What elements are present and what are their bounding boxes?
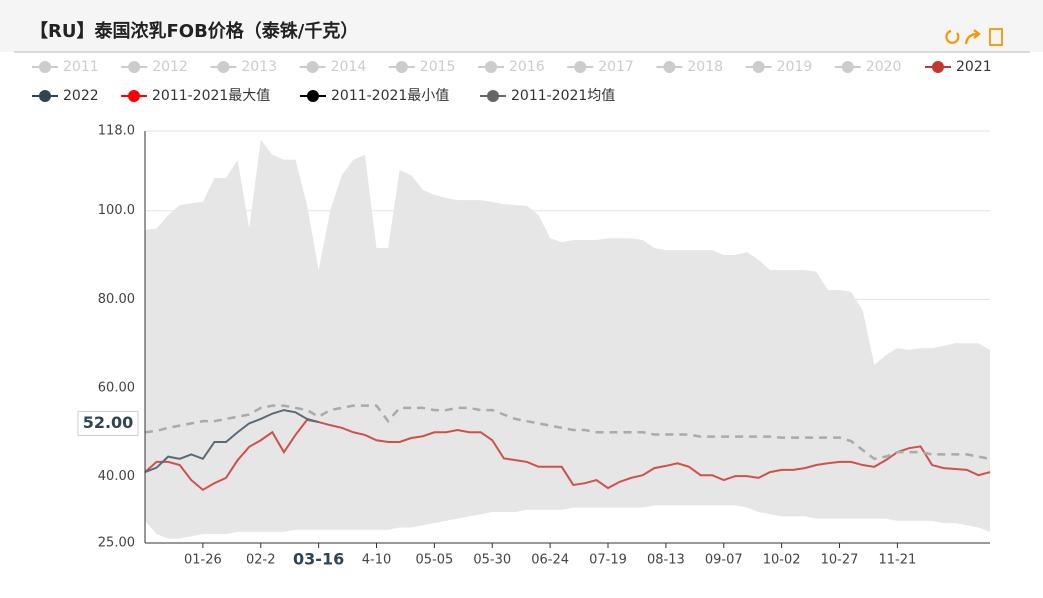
legend-label: 2021	[956, 59, 992, 75]
legend-marker	[306, 61, 319, 73]
legend-label: 2011-2021最小值	[331, 88, 449, 104]
legend-label: 2022	[63, 88, 99, 104]
y-pointer-label: 52.00	[83, 413, 134, 432]
legend-marker	[841, 61, 854, 73]
share-icon[interactable]	[964, 29, 981, 45]
legend-label: 2011-2021最大值	[152, 88, 270, 104]
y-tick-label: 60.00	[98, 380, 135, 395]
legend-marker	[487, 90, 499, 102]
legend-label: 2012	[152, 59, 188, 75]
chart-title: 【RU】泰国浓乳FOB价格（泰铢/千克）	[30, 20, 358, 42]
x-tick-label: 02-2	[246, 553, 276, 568]
x-tick-label: 4-10	[362, 553, 392, 568]
range-band	[145, 139, 990, 539]
y-tick-label: 118.0	[98, 124, 135, 139]
legend-marker	[663, 61, 676, 73]
legend-marker	[307, 90, 319, 102]
x-tick-label: 07-19	[589, 553, 627, 568]
x-tick-label: 05-30	[473, 553, 511, 568]
save-icon[interactable]	[989, 28, 1003, 46]
legend-marker	[39, 90, 51, 102]
legend-label: 2013	[241, 59, 277, 75]
x-tick-label: 06-24	[531, 553, 569, 568]
legend-label: 2011	[63, 59, 99, 75]
y-tick-label: 100.0	[98, 203, 135, 218]
x-tick-label: 10-02	[763, 553, 801, 568]
series-line	[144, 418, 991, 492]
legend-label: 2015	[420, 59, 456, 75]
x-tick-label: 05-05	[415, 553, 453, 568]
series-line	[144, 409, 319, 474]
y-tick-label: 25.00	[98, 536, 135, 551]
legend-marker	[574, 61, 587, 73]
legend-marker	[39, 61, 51, 73]
x-tick-label: 11-21	[879, 553, 917, 568]
legend-label: 2017	[598, 59, 634, 75]
header-bg	[0, 0, 1043, 52]
toolbar	[945, 28, 1003, 46]
legend-label: 2020	[866, 59, 902, 75]
legend-label: 2018	[687, 59, 723, 75]
y-pointer-box	[77, 410, 139, 436]
legend-label: 2019	[777, 59, 813, 75]
legend-label: 2016	[509, 59, 545, 75]
y-tick-label: 80.00	[98, 292, 135, 307]
legend-label: 2014	[331, 59, 367, 75]
x-tick-label: 03-16	[293, 550, 344, 569]
legend-marker	[128, 90, 140, 102]
refresh-icon[interactable]	[945, 29, 960, 44]
series-line	[144, 404, 991, 461]
x-tick-label: 01-26	[184, 553, 222, 568]
y-tick-label: 40.00	[98, 469, 135, 484]
legend-label: 2011-2021均值	[511, 88, 615, 104]
legend-marker	[485, 61, 497, 73]
x-tick-label: 08-13	[647, 553, 685, 568]
legend-marker	[752, 61, 765, 73]
legend-marker	[128, 61, 141, 73]
legend-marker	[932, 61, 944, 73]
legend-marker	[395, 61, 408, 73]
x-tick-label: 09-07	[705, 553, 743, 568]
x-tick-label: 10-27	[821, 553, 859, 568]
legend-marker	[217, 61, 230, 73]
